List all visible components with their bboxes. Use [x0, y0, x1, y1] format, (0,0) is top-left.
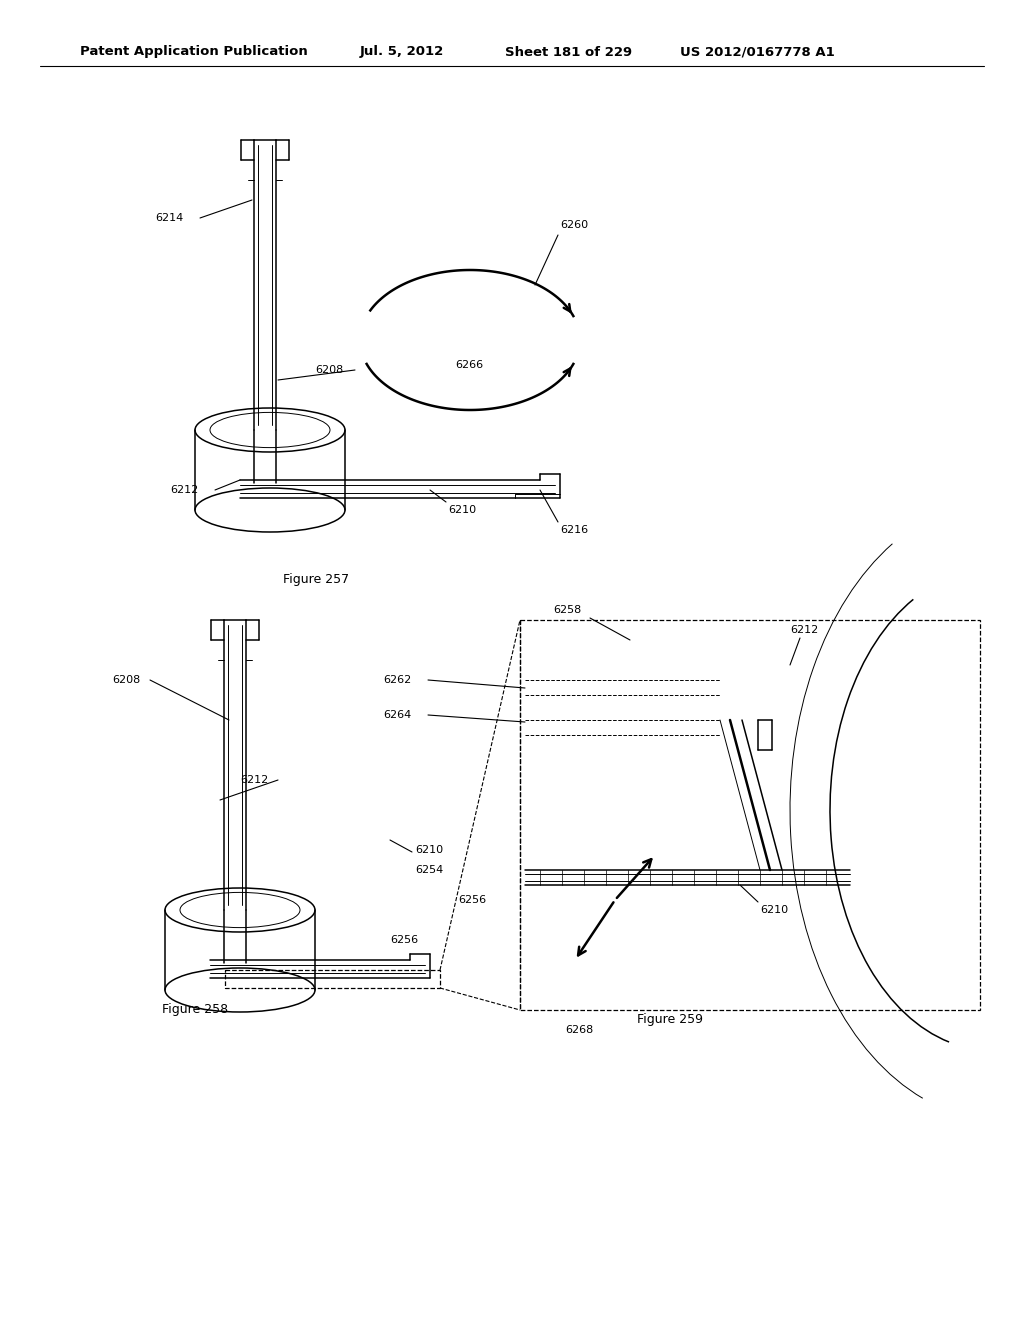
Text: 6256: 6256	[458, 895, 486, 906]
Text: 6212: 6212	[240, 775, 268, 785]
Text: 6264: 6264	[383, 710, 412, 719]
Text: Figure 258: Figure 258	[162, 1003, 228, 1016]
Text: 6254: 6254	[415, 865, 443, 875]
Text: 6260: 6260	[560, 220, 588, 230]
Text: 6208: 6208	[112, 675, 140, 685]
Text: 6216: 6216	[560, 525, 588, 535]
Text: 6214: 6214	[155, 213, 183, 223]
Bar	[520, 620, 980, 1010]
Text: 6256: 6256	[390, 935, 418, 945]
Text: 6210: 6210	[415, 845, 443, 855]
Text: Patent Application Publication: Patent Application Publication	[80, 45, 308, 58]
Text: Sheet 181 of 229: Sheet 181 of 229	[505, 45, 632, 58]
Text: 6210: 6210	[760, 906, 788, 915]
Text: Jul. 5, 2012: Jul. 5, 2012	[360, 45, 444, 58]
Text: 6212: 6212	[790, 624, 818, 635]
Text: Figure 259: Figure 259	[637, 1014, 703, 1027]
Text: Figure 257: Figure 257	[283, 573, 349, 586]
Text: 6208: 6208	[315, 366, 343, 375]
Text: 6210: 6210	[449, 506, 476, 515]
Text: US 2012/0167778 A1: US 2012/0167778 A1	[680, 45, 835, 58]
Text: 6268: 6268	[565, 1026, 593, 1035]
Text: 6262: 6262	[383, 675, 412, 685]
Text: 6258: 6258	[553, 605, 582, 615]
Bar	[225, 970, 440, 987]
Text: 6212: 6212	[170, 484, 199, 495]
Text: 6266: 6266	[455, 360, 483, 370]
